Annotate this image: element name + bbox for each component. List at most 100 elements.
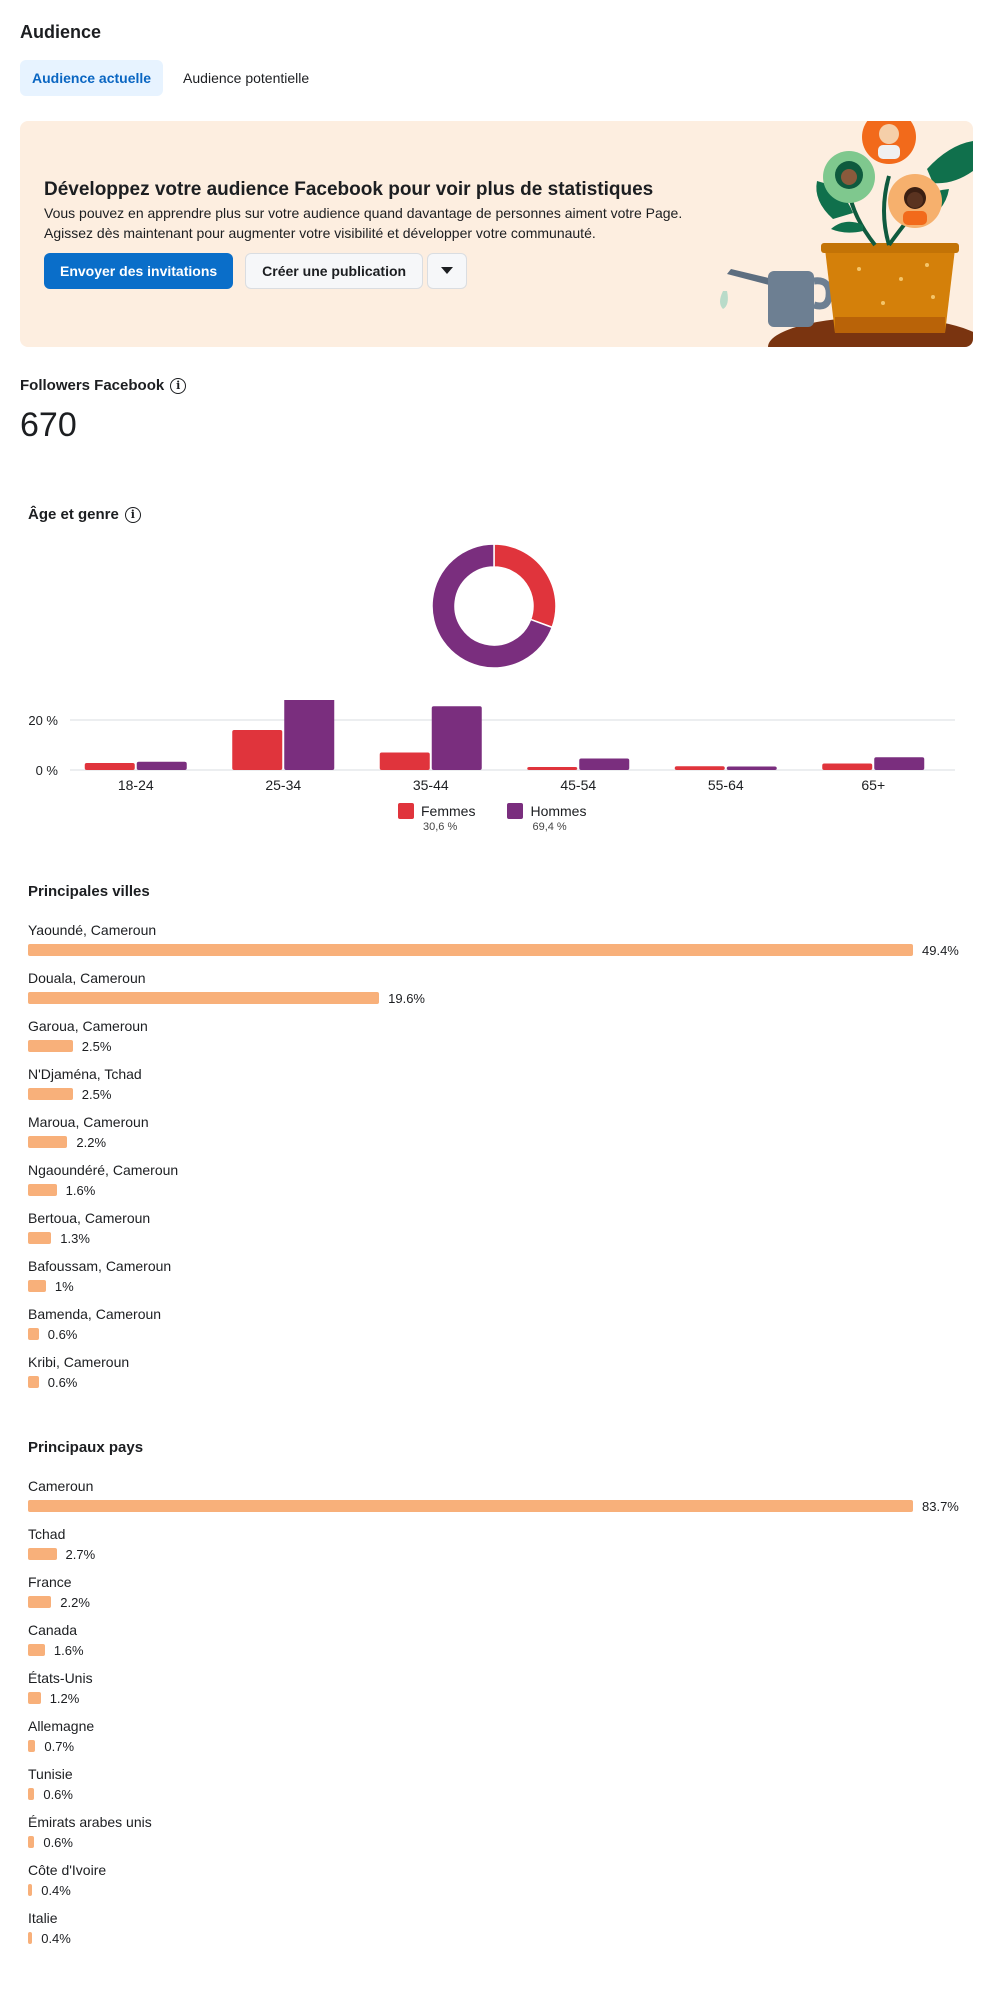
legend-pct: 30,6 % bbox=[423, 821, 458, 833]
bar-row: 1% bbox=[28, 1276, 968, 1296]
bar-hommes-35-44[interactable] bbox=[431, 706, 482, 770]
age-gender-label-text: Âge et genre bbox=[28, 506, 119, 523]
bar-hommes-65+[interactable] bbox=[874, 757, 925, 770]
bar-femmes-45-54[interactable] bbox=[527, 767, 578, 770]
row-label: Douala, Cameroun bbox=[28, 970, 146, 986]
bar-hommes-45-54[interactable] bbox=[579, 758, 630, 771]
bar-row: 1.3% bbox=[28, 1228, 968, 1248]
info-icon[interactable]: i bbox=[124, 506, 141, 523]
bar-fill bbox=[28, 992, 380, 1004]
bar-row: 2.5% bbox=[28, 1084, 968, 1104]
bar-femmes-55-64[interactable] bbox=[674, 766, 725, 770]
donut-slice-hommes[interactable] bbox=[431, 543, 554, 669]
bar-hommes-18-24[interactable] bbox=[136, 761, 187, 770]
legend-swatch-men bbox=[507, 803, 524, 819]
more-options-button[interactable] bbox=[427, 253, 468, 289]
bar-femmes-18-24[interactable] bbox=[84, 763, 135, 770]
bar-femmes-35-44[interactable] bbox=[379, 752, 430, 771]
send-invitations-button[interactable]: Envoyer des invitations bbox=[44, 253, 234, 289]
bar-row: 2.2% bbox=[28, 1132, 968, 1152]
bar-row: 0.6% bbox=[28, 1372, 968, 1392]
row-label: Cameroun bbox=[28, 1478, 94, 1494]
country-row: Canada 1.6% bbox=[28, 1620, 968, 1668]
bar-femmes-25-34[interactable] bbox=[232, 730, 283, 770]
country-row: Italie 0.4% bbox=[28, 1908, 968, 1956]
legend-item-women[interactable]: Femmes 30,6 % bbox=[398, 803, 475, 833]
bar-row: 2.2% bbox=[28, 1592, 968, 1612]
bar-percent: 2.2% bbox=[76, 1134, 107, 1150]
row-label: Maroua, Cameroun bbox=[28, 1114, 149, 1130]
legend-item-men[interactable]: Hommes 69,4 % bbox=[507, 803, 586, 833]
row-label: Italie bbox=[28, 1910, 58, 1926]
x-tick-label: 65+ bbox=[861, 777, 885, 793]
bar-percent: 0.4% bbox=[41, 1930, 71, 1946]
row-label: Tchad bbox=[28, 1526, 66, 1542]
row-label: Bertoua, Cameroun bbox=[28, 1210, 151, 1226]
bar-row: 83.7% bbox=[28, 1496, 968, 1516]
bar-percent: 1.2% bbox=[49, 1690, 80, 1706]
city-row: Yaoundé, Cameroun 49.4% bbox=[28, 920, 968, 968]
row-label: Canada bbox=[28, 1622, 78, 1638]
country-row: Émirats arabes unis 0.6% bbox=[28, 1812, 968, 1860]
bar-percent: 2.7% bbox=[65, 1546, 96, 1562]
banner-actions: Envoyer des invitations Créer une public… bbox=[44, 253, 468, 289]
age-gender-label: Âge et genre i bbox=[28, 506, 141, 523]
bar-row: 1.6% bbox=[28, 1180, 968, 1200]
row-label: Kribi, Cameroun bbox=[28, 1354, 130, 1370]
row-label: Bamenda, Cameroun bbox=[28, 1306, 162, 1322]
bar-fill bbox=[28, 944, 913, 956]
bar-fill bbox=[28, 1692, 41, 1704]
bar-percent: 1.3% bbox=[60, 1230, 90, 1246]
page-title: Audience bbox=[20, 22, 102, 42]
bar-row: 2.5% bbox=[28, 1036, 968, 1056]
bar-fill bbox=[28, 1088, 73, 1100]
country-row: Allemagne 0.7% bbox=[28, 1716, 968, 1764]
bar-fill bbox=[28, 1596, 52, 1608]
bar-percent: 2.5% bbox=[81, 1038, 112, 1054]
legend-pct: 69,4 % bbox=[532, 821, 567, 833]
age-gender-bar-chart: 0 % 20 % 18-24 25-34 35-44 45-54 55-64 65+ bbox=[28, 700, 955, 793]
bar-row: 0.6% bbox=[28, 1784, 968, 1804]
city-row: Bamenda, Cameroun 0.6% bbox=[28, 1304, 968, 1352]
city-row: Garoua, Cameroun 2.5% bbox=[28, 1016, 968, 1064]
city-row: Bafoussam, Cameroun 1% bbox=[28, 1256, 968, 1304]
info-icon[interactable]: i bbox=[170, 377, 187, 394]
bar-row: 0.4% bbox=[28, 1928, 968, 1948]
tab-current-audience[interactable]: Audience actuelle bbox=[20, 60, 164, 96]
bar-percent: 1.6% bbox=[65, 1182, 96, 1198]
gender-donut-chart bbox=[431, 543, 557, 669]
bar-percent: 49.4% bbox=[922, 942, 959, 958]
bar-fill bbox=[28, 1040, 73, 1052]
top-countries-list: Cameroun 83.7% Tchad 2.7% France 2.2% Canada 1.… bbox=[28, 1476, 968, 1956]
bar-fill bbox=[28, 1932, 33, 1944]
city-row: Bertoua, Cameroun 1.3% bbox=[28, 1208, 968, 1256]
bar-fill bbox=[28, 1548, 57, 1560]
bar-fill bbox=[28, 1740, 36, 1752]
bar-percent: 0.7% bbox=[44, 1738, 75, 1754]
donut-slice-femmes[interactable] bbox=[493, 543, 557, 629]
bar-femmes-65+[interactable] bbox=[822, 763, 873, 771]
city-row: Maroua, Cameroun 2.2% bbox=[28, 1112, 968, 1160]
row-label: Côte d'Ivoire bbox=[28, 1862, 107, 1878]
y-tick-label: 20 % bbox=[28, 713, 58, 728]
legend-label: Hommes bbox=[530, 803, 587, 819]
bar-row: 1.6% bbox=[28, 1640, 968, 1660]
row-label: Garoua, Cameroun bbox=[28, 1018, 148, 1034]
bar-percent: 0.6% bbox=[47, 1326, 78, 1342]
row-label: Bafoussam, Cameroun bbox=[28, 1258, 172, 1274]
row-label: Émirats arabes unis bbox=[28, 1814, 152, 1830]
caret-down-icon bbox=[441, 267, 454, 274]
bar-percent: 1.6% bbox=[53, 1642, 84, 1658]
bar-row: 0.4% bbox=[28, 1880, 968, 1900]
top-countries-title: Principaux pays bbox=[28, 1439, 144, 1456]
bar-percent: 2.2% bbox=[60, 1594, 90, 1610]
create-post-button[interactable]: Créer une publication bbox=[245, 253, 424, 289]
bar-fill bbox=[28, 1184, 57, 1196]
top-cities-title: Principales villes bbox=[28, 883, 150, 900]
tab-potential-audience[interactable]: Audience potentielle bbox=[183, 70, 310, 86]
row-label: France bbox=[28, 1574, 72, 1590]
bar-hommes-55-64[interactable] bbox=[726, 766, 777, 771]
bar-hommes-25-34[interactable] bbox=[284, 700, 335, 770]
legend-label: Femmes bbox=[421, 803, 476, 819]
bar-row: 1.2% bbox=[28, 1688, 968, 1708]
